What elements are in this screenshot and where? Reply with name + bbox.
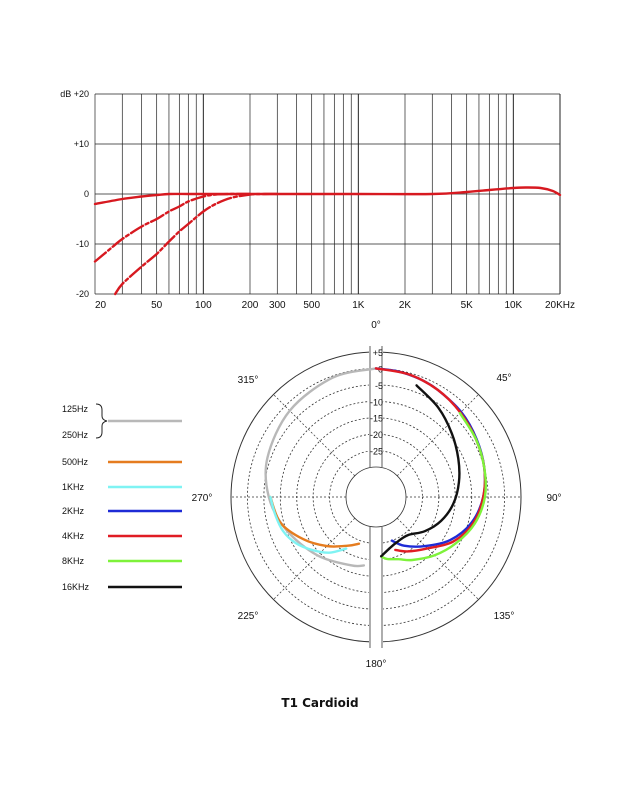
legend-label: 500Hz <box>62 457 89 467</box>
y-tick-label: -10 <box>76 239 89 249</box>
polar-legend: 125Hz 250Hz 500Hz 1KHz 2KHz 4KHz 8KHz 16KHz <box>62 403 182 592</box>
polar-ring-label: +5 <box>373 348 383 358</box>
frequency-series-line <box>114 192 279 296</box>
polar-ring-label: -5 <box>375 381 383 391</box>
legend-label: 1KHz <box>62 482 85 492</box>
polar-angle-label: 270° <box>192 493 213 504</box>
polar-angle-label: 180° <box>366 659 387 670</box>
polar-angle-label: 225° <box>238 611 259 622</box>
y-tick-label: +10 <box>74 139 89 149</box>
chart-caption: T1 Cardioid <box>281 696 359 710</box>
polar-pattern-chart: +50-5-10-15-20-250°45°90°135°180°225°270… <box>192 320 562 670</box>
x-tick-label: 50 <box>151 300 163 311</box>
polar-spoke <box>396 517 479 600</box>
legend-label: 2KHz <box>62 506 85 516</box>
legend-label: 250Hz <box>62 430 89 440</box>
x-tick-label: 100 <box>195 300 212 311</box>
polar-series-line <box>269 495 348 554</box>
polar-label-band <box>369 344 383 467</box>
x-tick-label: 5K <box>461 300 474 311</box>
x-tick-label: 300 <box>269 300 286 311</box>
polar-angle-label: 135° <box>494 611 515 622</box>
polar-series-line <box>380 384 461 558</box>
polar-angle-label: 90° <box>546 493 561 504</box>
y-tick-label: 0 <box>84 189 89 199</box>
polar-ring-label: -15 <box>370 414 383 424</box>
polar-series-line <box>380 411 487 562</box>
legend-label: 125Hz <box>62 404 89 414</box>
x-tick-label: 20 <box>95 300 107 311</box>
x-tick-label: 1K <box>352 300 365 311</box>
frequency-series-line <box>93 192 252 263</box>
polar-label-band <box>369 527 383 650</box>
legend-label: 4KHz <box>62 531 85 541</box>
polar-ring-label: -10 <box>370 397 383 407</box>
frequency-series-line <box>93 186 562 206</box>
polar-series-line <box>264 367 378 568</box>
polar-angle-label: 315° <box>238 375 259 386</box>
frequency-response-chart: dB +20 +10 0 -10 -20 20 50 100 200 300 500 1K 2K 5K 10… <box>60 89 575 311</box>
y-tick-label: -20 <box>76 289 89 299</box>
polar-spoke <box>273 394 356 477</box>
polar-series-line <box>269 495 361 548</box>
y-tick-label: dB +20 <box>60 89 89 99</box>
polar-spoke <box>273 517 356 600</box>
x-tick-label: 2K <box>399 300 412 311</box>
x-tick-label: 200 <box>242 300 259 311</box>
x-tick-label: 500 <box>303 300 320 311</box>
polar-series-line <box>374 367 487 553</box>
legend-label: 8KHz <box>62 556 85 566</box>
polar-angle-label: 0° <box>371 320 381 331</box>
polar-spoke <box>396 394 479 477</box>
x-tick-label: 20KHz <box>545 300 575 311</box>
polar-center <box>345 466 407 528</box>
x-tick-label: 10K <box>504 300 522 311</box>
polar-ring-label: -25 <box>370 447 383 457</box>
legend-brace <box>95 403 108 439</box>
polar-angle-label: 45° <box>496 373 511 384</box>
polar-ring-label: -20 <box>370 430 383 440</box>
polar-ring <box>263 384 489 610</box>
legend-label: 16KHz <box>62 582 90 592</box>
